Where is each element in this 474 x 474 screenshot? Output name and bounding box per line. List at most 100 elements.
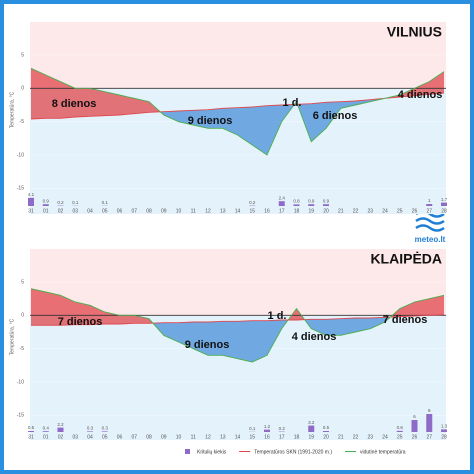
precipitation-bar [28, 197, 34, 206]
precipitation-label: 0.4 [43, 425, 50, 430]
precipitation-bar [323, 431, 329, 432]
x-tick-label: 04 [87, 208, 93, 214]
x-tick-label: 03 [72, 434, 78, 440]
x-tick-label: 02 [58, 434, 64, 440]
x-tick-label: 24 [382, 434, 388, 440]
precipitation-bar [42, 431, 49, 432]
chart: 5 0 -5 -10 -15 Temperatūra, °C 4.1 0.9 0.2 0.1 0.1… [9, 22, 448, 214]
x-tick-label: 05 [102, 434, 108, 440]
y-axis-label: Temperatūra, °C [9, 91, 15, 128]
precipitation-label: 9 [428, 408, 431, 413]
precipitation-bar [396, 430, 403, 432]
y-tick-label: -10 [17, 379, 24, 385]
legend-label: vidutinė temperatūra [360, 449, 406, 455]
x-tick-label: 10 [176, 434, 182, 440]
precipitation-label: 0.1 [249, 426, 256, 431]
precipitation-bar [308, 425, 315, 432]
legend-label: Kritulių kiekis [197, 449, 227, 455]
precipitation-label: 1.7 [441, 197, 448, 202]
x-tick-label: 01 [43, 434, 49, 440]
x-tick-label: 21 [338, 434, 344, 440]
x-tick-label: 28 [441, 208, 447, 214]
precipitation-label: 0.3 [102, 426, 109, 431]
legend: Kritulių kiekis Temperatūros SKN (1991-20… [185, 449, 406, 455]
x-tick-label: 16 [264, 208, 270, 214]
y-tick-label: 0 [21, 313, 24, 319]
x-tick-label: 13 [220, 434, 226, 440]
annotation: 4 dienos [292, 331, 337, 343]
annotation: 8 dienos [52, 98, 97, 110]
chart-title: VILNIUS [387, 24, 442, 40]
x-tick-label: 23 [367, 208, 373, 214]
annotation: 1 d. [283, 97, 302, 109]
annotation: 4 dienos [398, 89, 443, 101]
x-tick-label: 09 [161, 208, 167, 214]
precipitation-bar [426, 414, 433, 432]
x-tick-label: 09 [161, 434, 167, 440]
precipitation-bar [101, 431, 108, 432]
precipitation-label: 0.2 [249, 200, 256, 205]
x-tick-label: 28 [441, 434, 447, 440]
x-tick-label: 25 [397, 434, 403, 440]
precipitation-bar [323, 204, 329, 206]
x-tick-label: 06 [117, 434, 123, 440]
x-tick-label: 02 [58, 208, 64, 214]
precipitation-bar [441, 429, 447, 432]
x-tick-label: 17 [279, 434, 285, 440]
precipitation-bar [278, 201, 285, 206]
precipitation-bar [42, 204, 49, 206]
y-tick-label: 5 [21, 279, 24, 285]
x-tick-label: 24 [382, 208, 388, 214]
annotation: 7 dienos [58, 316, 103, 328]
x-tick-label: 07 [131, 434, 137, 440]
precipitation-label: 1.3 [441, 424, 448, 429]
precipitation-bar [57, 427, 64, 432]
x-tick-label: 11 [191, 208, 196, 214]
x-tick-label: 04 [87, 434, 93, 440]
precipitation-label: 3.2 [308, 420, 315, 425]
legend-label: Temperatūros SKN (1991-2020 m.) [254, 449, 332, 455]
x-tick-label: 31 [28, 434, 34, 440]
cold-anomaly-area [31, 93, 444, 155]
logo: meteo.lt [415, 210, 446, 244]
precipitation-label: 0.2 [279, 426, 286, 431]
logo-text: meteo.lt [415, 235, 446, 244]
x-tick-label: 07 [131, 208, 137, 214]
x-tick-label: 16 [264, 434, 270, 440]
logo-icon [415, 210, 445, 232]
x-tick-label: 13 [220, 208, 226, 214]
x-tick-label: 10 [176, 208, 182, 214]
y-tick-label: -15 [17, 413, 24, 419]
x-tick-label: 18 [294, 208, 300, 214]
x-tick-label: 11 [191, 434, 196, 440]
precipitation-bar [426, 204, 433, 206]
y-tick-label: -10 [17, 152, 24, 158]
cold-anomaly-area [31, 314, 444, 362]
x-tick-label: 25 [397, 208, 403, 214]
x-tick-label: 08 [146, 434, 152, 440]
precipitation-label: 0.5 [28, 425, 35, 430]
x-tick-label: 15 [249, 434, 255, 440]
precipitation-bar [441, 202, 447, 206]
precipitation-bar [264, 429, 270, 432]
precipitation-label: 0.9 [308, 198, 315, 203]
x-tick-label: 19 [308, 208, 314, 214]
y-tick-label: 5 [21, 52, 24, 58]
x-tick-label: 31 [28, 208, 34, 214]
precipitation-label: 0.8 [293, 199, 300, 204]
precipitation-label: 4.1 [28, 192, 35, 197]
x-tick-label: 14 [235, 208, 241, 214]
x-tick-label: 18 [294, 434, 300, 440]
annotation: 7 dienos [383, 314, 428, 326]
x-tick-label: 03 [72, 208, 78, 214]
chart-title: KLAIPĖDA [370, 251, 442, 267]
precipitation-label: 0.1 [102, 200, 109, 205]
annotation: 6 dienos [313, 110, 358, 122]
x-tick-label: 17 [279, 208, 285, 214]
x-tick-label: 19 [308, 434, 314, 440]
precipitation-label: 0.1 [72, 200, 79, 205]
x-tick-label: 15 [249, 208, 255, 214]
x-tick-label: 12 [205, 434, 211, 440]
